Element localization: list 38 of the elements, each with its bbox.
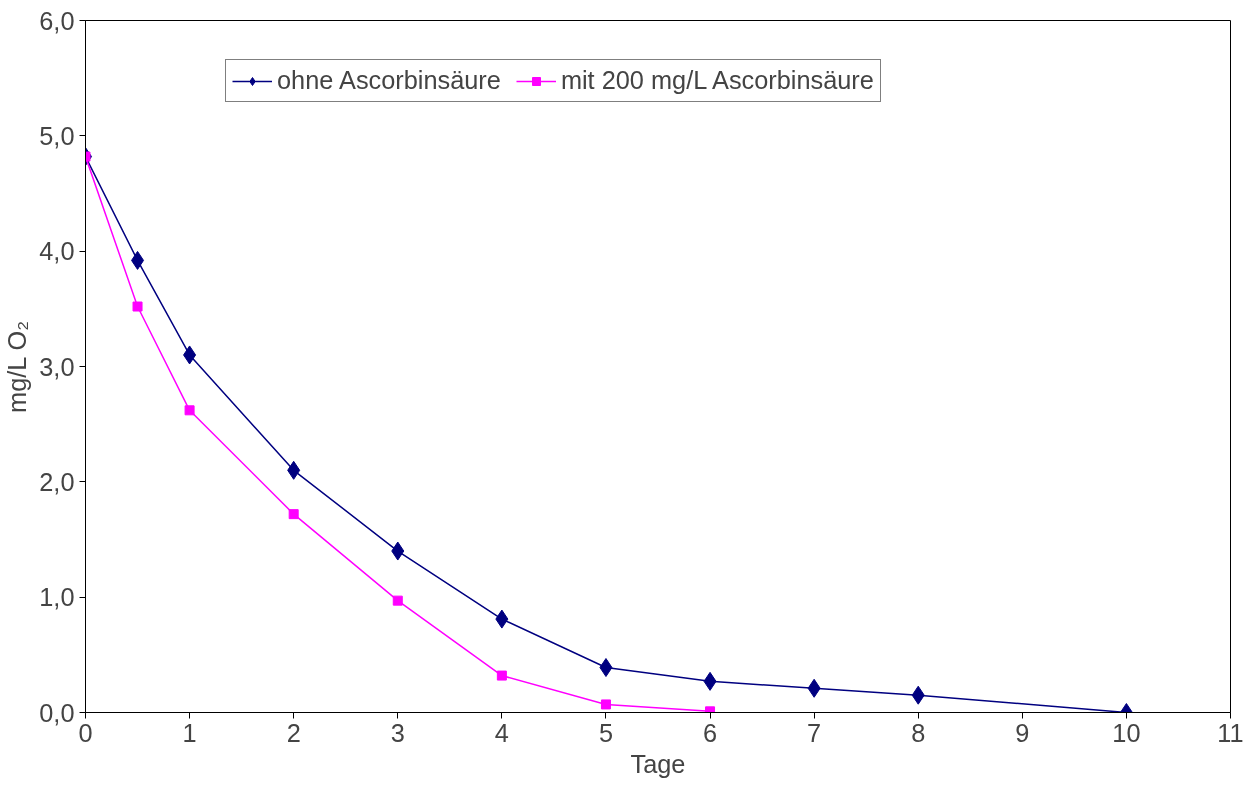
point — [132, 301, 143, 312]
point — [600, 699, 611, 710]
legend-label: mit 200 mg/L Ascorbinsäure — [560, 66, 874, 95]
legend-label: ohne Ascorbinsäure — [277, 66, 501, 95]
point — [911, 685, 925, 705]
point — [496, 670, 507, 681]
y-tick-label: 1,0 — [39, 583, 75, 612]
x-tick-label: 10 — [1112, 718, 1141, 747]
x-tick-label: 7 — [807, 718, 822, 747]
point — [807, 678, 821, 698]
x-tick-label: 6 — [703, 718, 718, 747]
point — [183, 345, 197, 365]
point — [184, 405, 195, 416]
point — [131, 250, 145, 270]
point — [288, 509, 299, 520]
y-tick-label: 0,0 — [39, 698, 75, 727]
point — [392, 595, 403, 606]
x-tick-label: 5 — [598, 718, 614, 747]
point — [599, 658, 613, 678]
x-tick-label: 8 — [911, 718, 926, 747]
x-tick-label: 9 — [1015, 718, 1030, 747]
y-tick-label: 5,0 — [39, 121, 75, 150]
x-tick-label: 0 — [78, 718, 93, 747]
y-tick-label: 2,0 — [39, 467, 75, 496]
x-axis-title: Tage — [630, 749, 686, 778]
x-tick-label: 11 — [1217, 718, 1244, 747]
y-tick-label: 6,0 — [39, 6, 75, 35]
point — [703, 671, 717, 691]
point — [495, 609, 509, 629]
y-axis-title: mg/L O₂ — [3, 320, 32, 413]
point — [287, 460, 301, 480]
y-tick-label: 4,0 — [39, 237, 75, 266]
y-tick-label: 3,0 — [39, 352, 75, 381]
x-tick-label: 2 — [286, 718, 301, 747]
x-tick-label: 3 — [390, 718, 405, 747]
x-tick-label: 1 — [182, 718, 197, 747]
point — [391, 541, 405, 561]
x-tick-label: 4 — [494, 718, 509, 747]
